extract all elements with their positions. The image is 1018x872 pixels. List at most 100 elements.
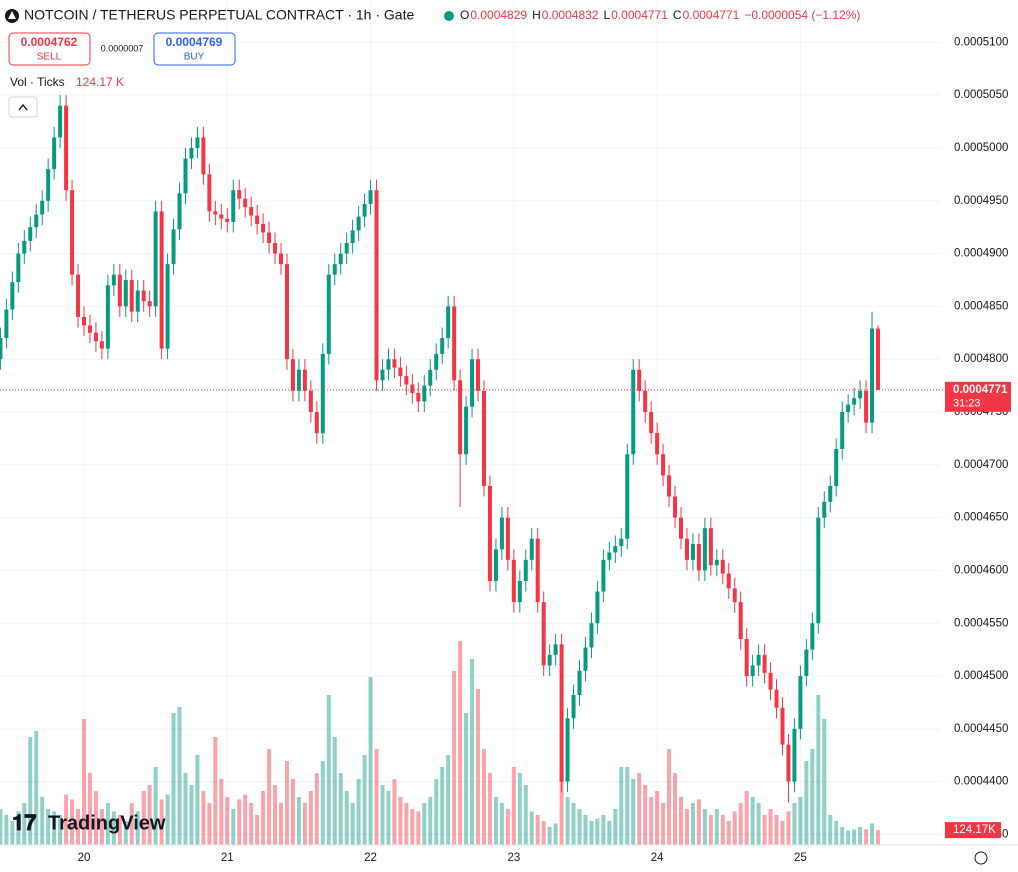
volume-bar bbox=[386, 791, 391, 845]
candle-body bbox=[374, 190, 379, 381]
candle-body bbox=[589, 623, 594, 648]
volume-bar bbox=[87, 773, 92, 845]
candle-body bbox=[392, 359, 397, 368]
candle-body bbox=[380, 369, 385, 381]
volume-bar bbox=[523, 785, 528, 845]
settings-icon[interactable] bbox=[974, 851, 988, 865]
candle-body bbox=[153, 211, 158, 307]
buy-label[interactable]: BUY bbox=[184, 52, 205, 63]
volume-bar bbox=[10, 821, 15, 845]
candle-body bbox=[625, 454, 630, 539]
candle-body bbox=[870, 328, 875, 423]
buy-price[interactable]: 0.0004769 bbox=[166, 35, 223, 49]
volume-bar bbox=[380, 785, 385, 845]
candle-body bbox=[577, 670, 582, 696]
candle-body bbox=[744, 639, 749, 677]
candle-body bbox=[249, 207, 254, 216]
volume-bar bbox=[768, 809, 773, 845]
candle-body bbox=[613, 546, 618, 553]
candle-body bbox=[828, 485, 833, 502]
volume-bar bbox=[858, 827, 863, 845]
candle-body bbox=[571, 695, 576, 719]
volume-pane bbox=[0, 641, 881, 845]
volume-bar bbox=[117, 815, 122, 845]
candle-body bbox=[284, 264, 289, 360]
volume-bar bbox=[661, 803, 666, 845]
candle-body bbox=[553, 644, 558, 655]
candle-body bbox=[655, 433, 660, 455]
volume-bar bbox=[708, 815, 713, 845]
volume-bar bbox=[792, 803, 797, 845]
buy-button[interactable] bbox=[153, 32, 236, 66]
sell-button[interactable] bbox=[8, 32, 91, 66]
volume-bar bbox=[756, 803, 761, 845]
volume-bar bbox=[434, 779, 439, 845]
candle-body bbox=[213, 211, 218, 215]
y-tick-label: 0.0004850 bbox=[954, 300, 1008, 312]
collapse-icon[interactable] bbox=[18, 103, 28, 111]
status-dot bbox=[444, 11, 454, 21]
volume-bar bbox=[798, 797, 803, 845]
candle-body bbox=[774, 689, 779, 708]
candle-body bbox=[46, 169, 51, 201]
last-volume-label: 124.17K bbox=[953, 824, 996, 836]
volume-bar bbox=[511, 767, 516, 845]
candle-body bbox=[368, 190, 373, 204]
candle-body bbox=[22, 240, 27, 254]
candle-body bbox=[667, 475, 672, 497]
volume-bar bbox=[804, 761, 809, 845]
volume-bar bbox=[129, 803, 134, 845]
volume-bar bbox=[744, 791, 749, 845]
candle-body bbox=[523, 559, 528, 581]
ohlc-legend: O 0.0004829 H 0.0004832 L 0.0004771 C 0.0004771… bbox=[460, 8, 860, 22]
y-tick-label: 0.0004800 bbox=[954, 353, 1008, 365]
volume-bar bbox=[213, 737, 218, 845]
volume-bar bbox=[720, 815, 725, 845]
candle-body bbox=[762, 654, 767, 673]
candle-body bbox=[476, 359, 481, 391]
candle-body bbox=[16, 253, 21, 283]
sell-label[interactable]: SELL bbox=[37, 52, 62, 63]
volume-bar bbox=[76, 809, 81, 845]
x-tick-label: 24 bbox=[651, 852, 664, 864]
volume-bar bbox=[279, 803, 284, 845]
candle-body bbox=[64, 105, 69, 191]
volume-bar bbox=[326, 695, 331, 845]
candle-body bbox=[786, 744, 791, 782]
volume-bar bbox=[577, 809, 582, 845]
volume-bar bbox=[541, 821, 546, 845]
candle-body bbox=[398, 367, 403, 377]
candle-body bbox=[267, 232, 272, 244]
candle-body bbox=[708, 528, 713, 566]
y-tick-label: 0.0004950 bbox=[954, 195, 1008, 207]
candle-body bbox=[183, 158, 188, 194]
volume-bar bbox=[589, 821, 594, 845]
volume-bar bbox=[374, 749, 379, 845]
candle-body bbox=[189, 147, 194, 159]
candle-body bbox=[219, 214, 224, 219]
spread: 0.0000007 bbox=[101, 43, 144, 53]
volume-bar bbox=[4, 815, 9, 845]
candle-body bbox=[428, 369, 433, 386]
volume-bar bbox=[332, 737, 337, 845]
y-tick-label: 0.0004450 bbox=[954, 723, 1008, 735]
candle-body bbox=[440, 338, 445, 354]
sell-price[interactable]: 0.0004762 bbox=[21, 35, 78, 49]
candle-body bbox=[446, 306, 451, 339]
volume-bar bbox=[422, 803, 427, 845]
collapse-button[interactable] bbox=[8, 96, 38, 118]
volume-bar bbox=[732, 811, 737, 845]
y-tick-label: 0.0004600 bbox=[954, 564, 1008, 576]
candle-body bbox=[840, 411, 845, 449]
candle-body bbox=[362, 203, 367, 217]
volume-bar bbox=[637, 773, 642, 845]
candle-body bbox=[535, 538, 540, 603]
volume-bar bbox=[302, 803, 307, 845]
candle-body bbox=[111, 274, 116, 286]
candle-body bbox=[493, 549, 498, 581]
volume-bar bbox=[344, 791, 349, 845]
candle-body bbox=[643, 390, 648, 412]
volume-bar bbox=[320, 761, 325, 845]
volume-bar bbox=[183, 773, 188, 845]
volume-bar bbox=[159, 799, 164, 845]
